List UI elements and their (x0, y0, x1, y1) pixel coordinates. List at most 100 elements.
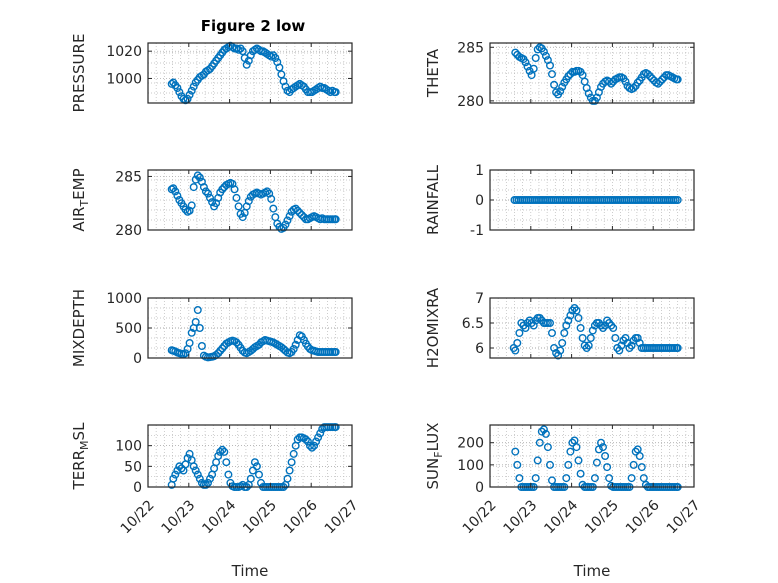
data-point (566, 311, 575, 320)
data-point (564, 316, 573, 325)
data-point (267, 194, 276, 203)
data-point (175, 88, 184, 97)
ytick-label: 200 (457, 436, 484, 452)
ytick-label: 0 (475, 480, 484, 496)
data-point (220, 447, 229, 456)
subplot-pressure: 1000 1020 PRESSURE (70, 34, 353, 112)
data-point (293, 206, 302, 215)
data-point (187, 86, 196, 95)
data-point (673, 75, 682, 84)
data-point (185, 90, 194, 99)
data-point (177, 464, 186, 473)
data-point (314, 433, 323, 442)
data-point (584, 341, 593, 350)
data-point (193, 306, 202, 315)
data-point (171, 187, 180, 196)
y-axis-label: AIRTEMP (70, 168, 91, 231)
data-point (633, 334, 642, 343)
ytick-label: 7 (475, 291, 484, 307)
ytick-label: 100 (457, 458, 484, 474)
data-point (275, 63, 284, 72)
data-point (285, 212, 294, 221)
data-point (552, 88, 561, 97)
data-point (546, 460, 555, 469)
y-axis-label: H2OMIXRA (424, 287, 442, 368)
markers-rainfall (510, 195, 682, 204)
data-point (308, 443, 317, 452)
data-point (621, 334, 630, 343)
data-point (592, 458, 601, 467)
data-point (310, 441, 319, 450)
data-point (203, 478, 212, 487)
data-point (167, 79, 176, 88)
data-point (283, 216, 292, 225)
ytick-label: 0 (133, 480, 142, 496)
data-point (656, 77, 665, 86)
data-point (539, 47, 548, 56)
data-point (193, 470, 202, 479)
data-point (578, 334, 587, 343)
y-axis-label: TERRMSL (70, 422, 91, 491)
data-point (511, 48, 520, 57)
data-point (181, 349, 190, 358)
data-point (230, 185, 239, 194)
data-point (633, 78, 642, 87)
data-point (572, 443, 581, 452)
data-point (303, 437, 312, 446)
data-point (576, 469, 585, 478)
data-point (222, 458, 231, 467)
data-point (629, 83, 638, 92)
data-point (248, 466, 257, 475)
axes-box-airtemp (147, 169, 353, 231)
data-point (185, 339, 194, 348)
data-point (601, 452, 610, 461)
data-point (183, 454, 192, 463)
markers-airtemp (167, 171, 340, 233)
data-point (257, 478, 266, 487)
data-point (191, 318, 200, 327)
data-point (599, 443, 608, 452)
ytick-label: 280 (457, 94, 484, 110)
data-point (331, 348, 340, 357)
data-point (556, 346, 565, 355)
data-point (558, 82, 567, 91)
ytick-label: 1 (475, 163, 484, 179)
data-point (216, 346, 225, 355)
data-point (560, 329, 569, 338)
data-point (271, 54, 280, 63)
data-point (556, 87, 565, 96)
data-point (550, 80, 559, 89)
ytick-label: 6 (475, 341, 484, 357)
data-point (566, 447, 575, 456)
data-point (597, 438, 606, 447)
data-point (173, 191, 182, 200)
data-point (576, 324, 585, 333)
data-point (645, 72, 654, 81)
data-point (199, 183, 208, 192)
data-point (238, 47, 247, 56)
data-point (531, 474, 540, 483)
data-point (246, 51, 255, 60)
axes-box-theta (489, 42, 695, 104)
data-point (203, 189, 212, 198)
axes-box-sunflux (489, 424, 695, 488)
y-axis-label: RAINFALL (424, 164, 442, 235)
data-point (605, 474, 614, 483)
subplot-theta: 280 285 THETA (424, 40, 695, 110)
data-point (191, 466, 200, 475)
data-point (564, 460, 573, 469)
data-point (169, 474, 178, 483)
data-point (658, 75, 667, 84)
x-axis-label: Time (573, 562, 611, 580)
ytick-label: 285 (115, 169, 142, 185)
data-point (531, 54, 540, 63)
data-point (205, 474, 214, 483)
data-point (218, 445, 227, 454)
data-point (654, 79, 663, 88)
data-point (289, 345, 298, 354)
data-point (648, 74, 657, 83)
data-point (252, 462, 261, 471)
data-point (218, 185, 227, 194)
ytick-label: 1020 (106, 44, 142, 60)
ytick-label: 100 (115, 439, 142, 455)
